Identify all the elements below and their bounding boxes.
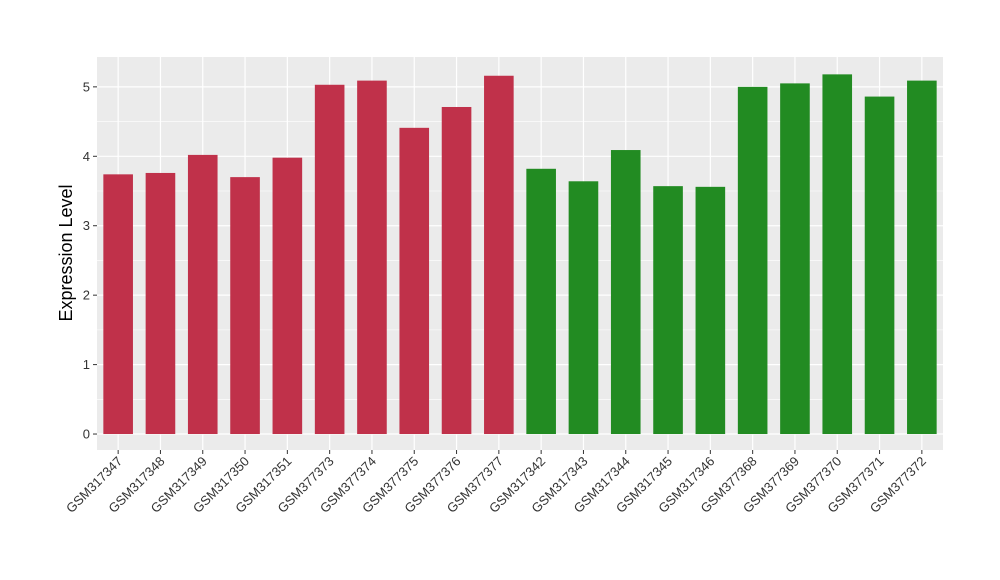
bar-GSM377377	[484, 75, 514, 435]
bar-GSM317346	[695, 186, 726, 435]
bars	[103, 74, 937, 435]
y-axis: 0 1 2 3 4 5	[83, 79, 97, 442]
y-tick-label: 5	[83, 79, 90, 94]
bar-GSM317350	[230, 177, 260, 435]
bar-GSM317344	[610, 150, 641, 435]
y-tick-label: 0	[83, 427, 90, 442]
y-tick-label: 1	[83, 357, 90, 372]
bar-GSM377373	[314, 84, 345, 435]
bar-GSM377370	[822, 74, 853, 435]
bar-GSM377372	[907, 80, 937, 435]
bar-GSM317347	[103, 174, 133, 435]
bar-GSM317342	[526, 168, 556, 435]
y-tick-label: 3	[83, 218, 90, 233]
bar-GSM377376	[441, 106, 472, 435]
y-tick-label: 4	[83, 149, 90, 164]
bar-GSM377368	[737, 86, 768, 435]
y-tick-label: 2	[83, 288, 90, 303]
bar-GSM377374	[357, 80, 387, 435]
plot-panel	[97, 57, 943, 450]
bar-GSM377369	[780, 83, 810, 435]
bar-GSM377371	[864, 96, 895, 435]
bar-GSM317349	[187, 154, 218, 435]
bar-GSM317345	[653, 186, 683, 435]
bar-GSM377375	[399, 127, 430, 435]
y-axis-title: Expression Level	[56, 184, 76, 321]
bar-GSM317351	[272, 157, 303, 435]
bar-GSM317343	[568, 181, 599, 435]
x-axis: GSM317347GSM317348GSM317349GSM317350GSM3…	[63, 450, 929, 516]
bar-GSM317348	[145, 172, 176, 435]
